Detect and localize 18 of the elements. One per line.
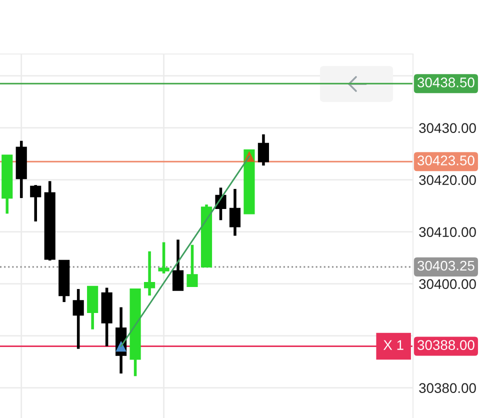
candlestick [144,250,156,297]
ref-line-label: 30388.00 [418,340,474,350]
y-tick-label: 30420.00 [419,175,476,186]
candlestick [72,288,84,350]
y-tick-label: 30400.00 [419,279,476,290]
y-tick-label: 30430.00 [419,123,476,134]
annotation: X 1 [383,340,404,350]
ref-line-label: 30403.25 [418,260,474,271]
candlestick [158,240,170,275]
y-tick-label: 30410.00 [419,227,476,238]
candlestick [30,184,42,223]
candlestick [258,132,270,167]
candlestick [229,188,241,238]
ref-line-label: 30438.50 [418,78,474,88]
candlestick [172,238,184,292]
y-tick-label: 30380.00 [419,383,476,394]
candlestick [186,243,198,288]
ref-line-label: 30423.50 [418,156,474,166]
